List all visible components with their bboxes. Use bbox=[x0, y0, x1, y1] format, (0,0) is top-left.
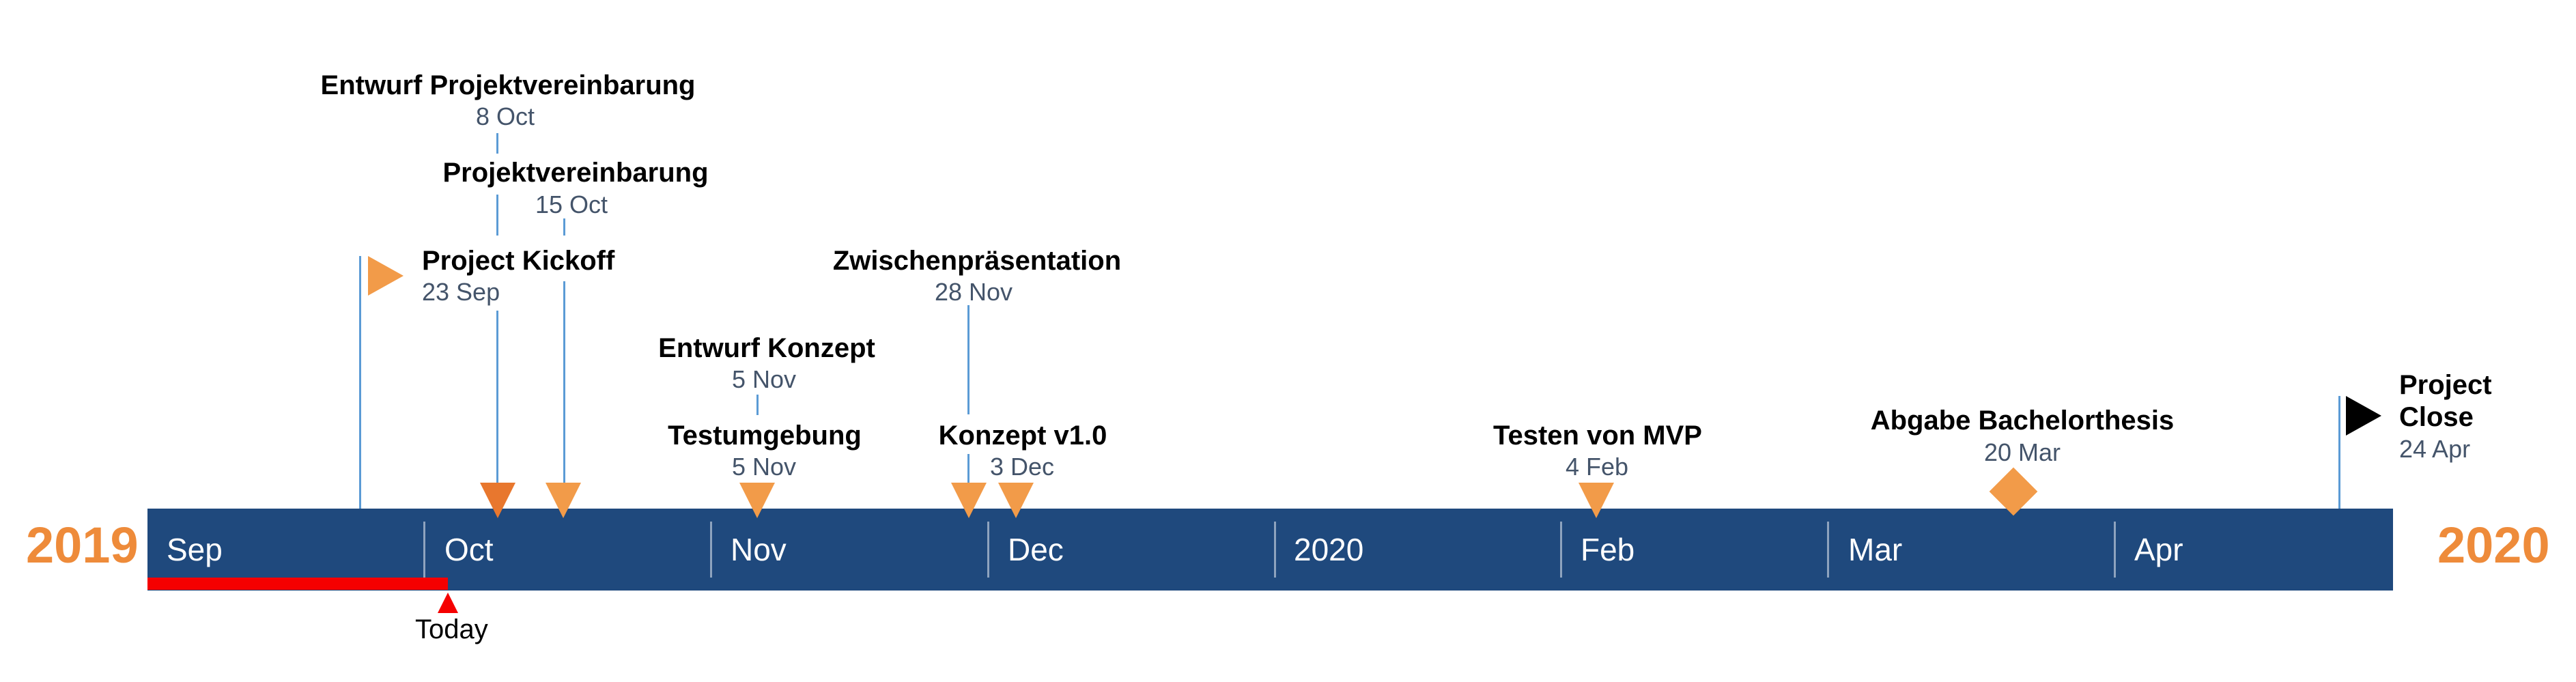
milestone-marker-testumgebung bbox=[739, 483, 775, 518]
stem-project-kickoff bbox=[359, 256, 361, 510]
milestone-date-testumgebung: 5 Nov bbox=[731, 453, 797, 481]
milestone-date-entwurf-konzept: 5 Nov bbox=[731, 365, 797, 393]
month-label-feb: Feb bbox=[1581, 532, 1635, 567]
milestone-title-abgabe-bachelorthesis: Abgabe Bachelorthesis bbox=[1870, 406, 2175, 436]
milestone-title-konzept-v1: Konzept v1.0 bbox=[938, 421, 1107, 451]
progress-bar bbox=[147, 578, 448, 590]
stem-entwurf-projektvereinbarung-bottom bbox=[496, 311, 498, 483]
stem-entwurf-konzept bbox=[756, 395, 759, 415]
milestone-marker-zwischenpraesentation bbox=[951, 483, 987, 518]
month-separator bbox=[987, 522, 989, 578]
end-year-label: 2020 bbox=[2437, 517, 2550, 573]
milestone-title-entwurf-konzept: Entwurf Konzept bbox=[658, 333, 875, 363]
start-year-label: 2019 bbox=[26, 517, 139, 573]
milestone-title-zwischenpraesentation: Zwischenpräsentation bbox=[832, 246, 1122, 276]
milestone-title-project-kickoff: Project Kickoff bbox=[422, 246, 615, 276]
stem-zwischenpraesentation bbox=[967, 305, 969, 414]
milestone-marker-projektvereinbarung bbox=[546, 483, 581, 518]
month-separator bbox=[2114, 522, 2116, 578]
month-separator bbox=[423, 522, 425, 578]
stem-projektvereinbarung-lower bbox=[563, 281, 565, 483]
milestone-marker-konzept-v1 bbox=[998, 483, 1034, 518]
milestone-date-project-kickoff: 23 Sep bbox=[422, 278, 500, 306]
month-label-apr: Apr bbox=[2134, 532, 2183, 567]
milestone-date-projektvereinbarung: 15 Oct bbox=[535, 190, 608, 218]
milestone-date-abgabe-bachelorthesis: 20 Mar bbox=[1983, 438, 2061, 466]
month-label-nov: Nov bbox=[731, 532, 787, 567]
start-flag-icon bbox=[368, 256, 404, 296]
timeline-bar bbox=[147, 509, 2393, 591]
month-label-mar: Mar bbox=[1848, 532, 1903, 567]
stem-project-close bbox=[2338, 396, 2340, 510]
month-label-2020: 2020 bbox=[1294, 532, 1364, 567]
today-marker-icon bbox=[438, 593, 458, 613]
milestone-title-testumgebung: Testumgebung bbox=[668, 421, 862, 451]
month-separator bbox=[710, 522, 712, 578]
stem-projektvereinbarung bbox=[563, 218, 565, 236]
milestone-date-entwurf-projektvereinbarung: 8 Oct bbox=[475, 102, 535, 130]
month-label-dec: Dec bbox=[1008, 532, 1064, 567]
month-separator bbox=[1274, 522, 1276, 578]
milestone-title-projektvereinbarung: Projektvereinbarung bbox=[442, 158, 709, 188]
today-label: Today bbox=[415, 614, 488, 644]
stem-entwurf-projektvereinbarung-lower bbox=[496, 195, 498, 236]
end-flag-icon bbox=[2346, 396, 2381, 436]
stem-entwurf-projektvereinbarung bbox=[496, 133, 498, 154]
stem-konzept-v1 bbox=[967, 454, 969, 485]
month-label-sep: Sep bbox=[167, 532, 223, 567]
month-label-oct: Oct bbox=[444, 532, 494, 567]
milestone-title-testen-mvp: Testen von MVP bbox=[1493, 421, 1702, 451]
milestone-title-project-close-line2: Close bbox=[2399, 402, 2474, 432]
milestone-date-testen-mvp: 4 Feb bbox=[1565, 453, 1629, 481]
milestone-title-entwurf-projektvereinbarung: Entwurf Projektvereinbarung bbox=[320, 70, 696, 100]
milestone-date-project-close: 24 Apr bbox=[2399, 435, 2471, 463]
milestone-date-zwischenpraesentation: 28 Nov bbox=[934, 278, 1013, 306]
milestone-title-project-close-line1: Project bbox=[2399, 370, 2492, 400]
milestone-marker-testen-mvp bbox=[1579, 483, 1614, 518]
month-separator bbox=[1827, 522, 1829, 578]
milestone-date-konzept-v1: 3 Dec bbox=[989, 453, 1055, 481]
milestone-marker-entwurf-projektvereinbarung bbox=[480, 483, 515, 518]
month-separator bbox=[1560, 522, 1562, 578]
